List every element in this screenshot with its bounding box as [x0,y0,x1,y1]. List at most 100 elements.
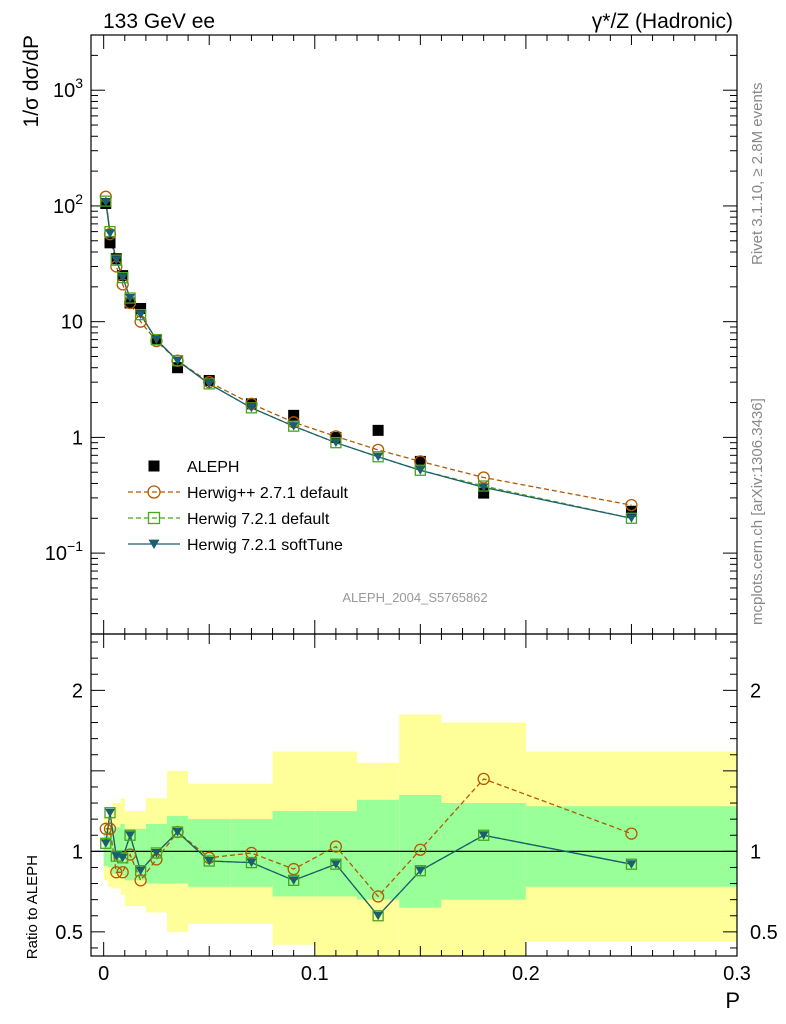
mcplots-label: mcplots.cern.ch [arXiv:1306.3436] [749,398,766,625]
ratio-point [172,828,183,837]
ratio-point [372,910,384,922]
main-series-line [105,202,632,519]
ratio-ytick-label: 0.5 [55,922,83,944]
main-point [288,420,300,432]
main-ytick-label: 10−1 [45,538,83,565]
legend-label: Herwig 7.2.1 default [187,511,330,528]
main-point [135,302,147,314]
ratio-point [625,858,638,870]
ratio-band-inner [188,819,231,887]
ratio-series-group [99,772,638,922]
ratio-point [246,858,257,868]
process-label: γ*/Z (Hadronic) [592,10,733,33]
main-point [172,356,183,366]
ratio-point [150,847,163,859]
energy-label: 133 GeV ee [103,10,215,33]
tick-exponent: −1 [67,538,83,554]
ratio-point [371,890,385,903]
ratio-point [288,876,299,885]
ratio-point [104,807,116,819]
main-point [117,273,128,283]
ratio-point [288,874,300,886]
main-point [172,362,184,374]
main-point [372,424,384,436]
legend-label: ALEPH [187,459,239,476]
main-point [100,198,111,207]
ratio-point [99,822,112,835]
ratio-bands [103,714,737,956]
tick-exponent: 2 [75,191,83,207]
ratio-point [415,866,426,876]
ratio-point [134,865,147,877]
main-point [478,487,490,499]
main-point [245,402,258,414]
main-point [625,505,637,517]
ratio-frame [90,633,738,957]
main-point [104,237,116,249]
main-point [246,403,257,413]
ratio-point [478,831,489,840]
legend: ALEPH Herwig++ 2.7.1 default Herwig 7.2.1 … [128,459,349,554]
ratio-point [135,866,146,876]
main-series-line [105,196,632,506]
ratio-xlabel: P [725,988,740,1013]
ratio-point [100,837,112,849]
main-point [111,256,122,265]
tick-exponent: 3 [75,75,83,91]
ratio-xtick-label: 0.3 [723,963,751,985]
ratio-axis-ticks: 0.5 0.5 1 1 2 2 0 0.1 0.2 0.3 [55,634,778,985]
main-point [414,455,426,467]
main-point [415,466,426,475]
ratio-xtick-label: 0.1 [301,963,329,985]
main-point [288,422,299,431]
ratio-point [373,911,384,921]
ratio-point [171,826,184,838]
ratio-ytick-label: 1 [72,841,83,863]
ratio-point [477,772,490,786]
ratio-xtick-label: 0 [98,963,109,985]
ratio-point [203,855,215,867]
legend-marker [147,511,161,525]
main-point [288,409,300,421]
legend-label: Herwig 7.2.1 softTune [187,537,343,554]
ratio-point [117,853,128,863]
ratio-point [626,860,637,869]
main-point [124,292,136,304]
ratio-band-inner [135,828,146,881]
ratio-ytick-label-right: 1 [750,841,761,863]
main-point [625,512,638,524]
ratio-band-inner [230,819,273,887]
main-point [117,272,129,284]
ratio-point [100,839,111,848]
rivet-label: Rivet 3.1.10, ≥ 2.8M events [749,83,766,266]
ratio-point [125,831,136,840]
ratio-band-inner [357,799,400,900]
ratio-ytick-label: 2 [72,680,83,702]
ratio-band-inner [525,806,737,887]
legend-label: Herwig++ 2.7.1 default [187,485,349,502]
ratio-point [105,808,115,818]
main-point [171,355,184,367]
ratio-point [151,848,162,858]
tick-base: 10 [53,196,75,218]
ratio-point [287,862,300,876]
main-ytick-label: 102 [53,191,83,218]
main-point [150,333,163,346]
ratio-point [330,858,342,870]
main-point [477,471,490,484]
ratio-ytick-label-right: 2 [750,680,761,702]
ratio-point [414,865,426,877]
ratio-point [110,866,123,879]
ratio-point [204,857,215,866]
main-series-line [105,201,632,519]
main-point [134,308,147,321]
tick-base: 10 [45,543,67,565]
main-ytick-label: 103 [53,75,83,102]
ratio-point [245,856,258,869]
main-point [105,229,115,238]
main-point [245,398,257,410]
legend-marker [148,460,160,472]
